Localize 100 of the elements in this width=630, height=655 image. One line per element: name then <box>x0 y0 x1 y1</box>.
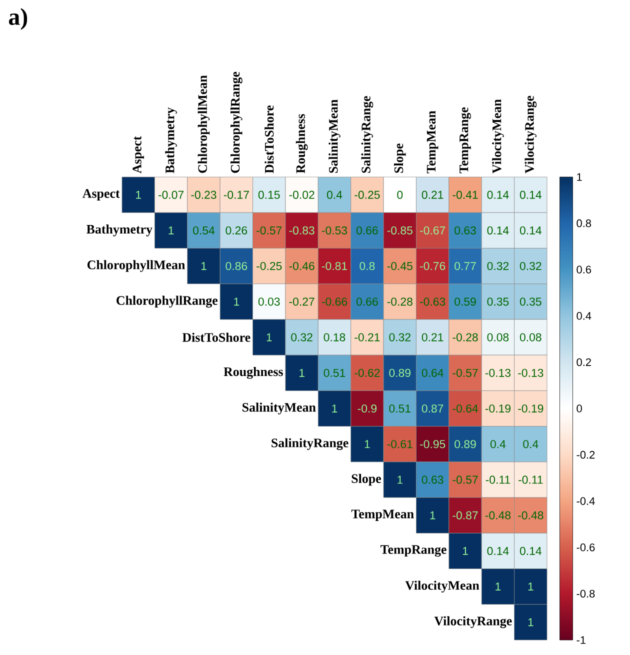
data-label: -0.63 <box>420 298 446 306</box>
data-label: 0.59 <box>454 298 476 306</box>
data-label: -0.02 <box>289 190 314 199</box>
data-label: -0.46 <box>289 262 314 270</box>
data-label: 0.32 <box>291 333 312 342</box>
data-label: 1 <box>234 298 240 306</box>
color-bar-label: -0.6 <box>576 544 595 552</box>
data-label: 0.8 <box>360 262 375 270</box>
data-label: -0.13 <box>485 368 511 377</box>
data-label: -0.95 <box>420 440 446 448</box>
data-label: 1 <box>462 547 468 555</box>
data-label: -0.11 <box>486 476 510 484</box>
data-label: -0.25 <box>256 262 282 270</box>
data-label: 1 <box>332 404 338 412</box>
data-label: -0.45 <box>387 262 412 270</box>
data-label: 0.66 <box>356 298 378 306</box>
data-label: 0.32 <box>487 262 509 270</box>
data-label: -0.87 <box>452 511 478 520</box>
data-label: 0.54 <box>193 226 215 234</box>
data-label: 0.14 <box>487 190 509 199</box>
data-label: 1 <box>430 511 436 520</box>
data-label: 0.08 <box>487 333 509 342</box>
data-label: 1 <box>528 618 534 626</box>
data-label: 0.21 <box>422 333 444 342</box>
color-bar-label: -0.4 <box>576 497 595 505</box>
data-label: 0.51 <box>389 404 410 413</box>
data-label: -0.27 <box>289 298 314 306</box>
data-label: 1 <box>300 368 304 377</box>
data-label: 1 <box>136 190 141 199</box>
data-label: 0.4 <box>490 440 506 448</box>
data-label: 0.14 <box>487 226 509 234</box>
data-label: 0.14 <box>520 226 542 234</box>
data-label: 0.87 <box>422 404 444 413</box>
data-label: -0.28 <box>387 298 412 306</box>
data-label: 0.26 <box>226 226 248 234</box>
data-label: -0.07 <box>158 190 184 199</box>
color-bar-label: 0.6 <box>576 266 592 274</box>
data-label: 0.21 <box>422 190 444 199</box>
data-label: 0.89 <box>389 368 410 377</box>
data-label: 0.63 <box>422 476 444 484</box>
data-label: -0.19 <box>485 404 510 413</box>
data-label: -0.28 <box>452 333 478 342</box>
y-tick-label: Bathymetry <box>86 224 152 236</box>
data-label: 0.35 <box>487 298 509 306</box>
data-label: -0.57 <box>256 226 282 234</box>
data-label: -0.48 <box>485 511 511 520</box>
data-label: 0.86 <box>226 262 248 270</box>
data-label: -0.11 <box>518 476 543 484</box>
data-label: 0.89 <box>454 440 476 448</box>
data-label: 0.4 <box>523 440 538 448</box>
data-label: -0.19 <box>518 404 544 413</box>
data-label: 1 <box>528 582 534 591</box>
y-tick-label: ChlorophyllMean <box>87 260 186 272</box>
data-label: 1 <box>266 333 272 342</box>
data-label: -0.81 <box>322 262 347 270</box>
data-label: -0.57 <box>452 476 478 484</box>
color-bar-label: 0.4 <box>576 312 592 320</box>
data-label: -0.48 <box>518 511 544 520</box>
data-label: -0.53 <box>322 226 348 234</box>
color-bar-label: -1 <box>576 636 586 644</box>
chart-title: a) <box>8 8 28 30</box>
data-label: -0.17 <box>224 190 249 199</box>
color-bar-label: -0.8 <box>576 590 595 598</box>
data-label: 0.03 <box>258 298 280 306</box>
data-label: -0.66 <box>322 298 348 306</box>
data-label: -0.57 <box>452 368 478 377</box>
data-label: 1 <box>496 582 501 591</box>
data-label: -0.62 <box>354 368 380 377</box>
data-label: 0.64 <box>422 368 444 377</box>
data-label: 1 <box>201 262 206 270</box>
data-label: 0.32 <box>389 333 410 342</box>
data-label: -0.76 <box>420 262 446 270</box>
data-label: 1 <box>168 226 174 234</box>
data-label: -0.83 <box>289 226 314 234</box>
data-label: 0.14 <box>520 190 542 199</box>
data-label: 0.35 <box>520 298 542 306</box>
data-label: 0.77 <box>454 262 476 270</box>
color-bar-label: -0.2 <box>576 450 595 459</box>
data-label: -0.9 <box>358 404 377 413</box>
data-label: -0.64 <box>452 404 478 413</box>
data-label: -0.13 <box>518 368 544 377</box>
data-label: -0.61 <box>387 440 412 448</box>
data-label: 0.63 <box>454 226 476 234</box>
data-label: -0.21 <box>354 333 380 342</box>
data-label: -0.85 <box>387 226 412 234</box>
color-bar-label: 1 <box>577 173 582 181</box>
y-tick-label: Aspect <box>82 189 120 200</box>
data-label: 0.15 <box>258 190 280 199</box>
data-label: 0.14 <box>487 546 509 556</box>
data-label: 1 <box>398 476 403 484</box>
data-label: -0.23 <box>191 190 216 199</box>
color-bar-label: 0.8 <box>576 219 592 228</box>
data-label: 1 <box>364 440 370 448</box>
data-label: 0.66 <box>356 226 378 234</box>
data-label: -0.41 <box>452 190 478 199</box>
color-bar-label: 0 <box>576 404 582 412</box>
data-label: 0.32 <box>520 262 542 270</box>
x-tick-label: VilocityRange <box>524 96 537 174</box>
data-label: 0 <box>397 190 403 199</box>
data-label: -0.67 <box>420 226 446 234</box>
